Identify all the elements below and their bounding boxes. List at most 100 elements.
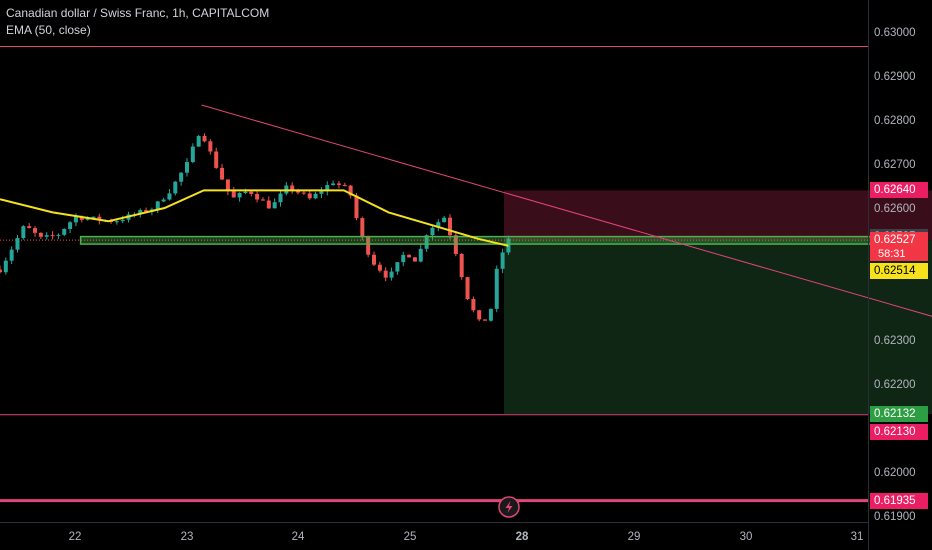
candle-body — [231, 191, 236, 198]
candle-body — [488, 308, 493, 321]
time-axis-tick: 30 — [740, 531, 753, 543]
price-badge-last: 0.62527 — [870, 232, 928, 249]
candle-body — [471, 298, 476, 311]
candle-body — [161, 199, 166, 202]
candle-body — [459, 253, 464, 278]
candle-body — [243, 191, 248, 194]
ema-50-line[interactable] — [0, 189, 509, 247]
candle-body — [465, 277, 470, 299]
candle-body — [266, 200, 271, 209]
lightning-icon[interactable] — [498, 496, 520, 518]
candle-body — [208, 141, 213, 152]
candle-body — [85, 218, 90, 220]
candle-body — [319, 191, 324, 194]
time-axis-tick: 23 — [181, 531, 194, 543]
symbol-title[interactable]: Canadian dollar / Swiss Franc, 1h, CAPIT… — [6, 6, 270, 20]
stop-loss-zone[interactable] — [503, 190, 932, 241]
candle-body — [184, 161, 189, 173]
candle-body — [307, 193, 312, 199]
take-profit-zone[interactable] — [503, 240, 932, 414]
candle-body — [342, 184, 347, 186]
indicator-label[interactable]: EMA (50, close) — [6, 23, 91, 37]
candle-body — [436, 222, 441, 228]
candle-body — [120, 219, 125, 222]
candle-body — [38, 232, 43, 237]
candle-body — [290, 185, 295, 190]
time-axis-tick: 28 — [516, 531, 529, 543]
candle-body — [407, 254, 412, 258]
candle-body — [73, 216, 78, 223]
candle-body — [220, 167, 225, 180]
candle-body — [144, 210, 149, 212]
candle-body — [483, 319, 488, 321]
price-axis-tick: 0.62600 — [874, 203, 916, 215]
price-axis-tick: 0.63000 — [874, 27, 916, 39]
candle-body — [21, 226, 26, 239]
candle-body — [167, 193, 172, 200]
candle-body — [325, 185, 330, 192]
time-axis-tick: 31 — [851, 531, 864, 543]
candle-body — [272, 202, 277, 209]
candle-body — [155, 201, 160, 210]
time-axis-tick: 22 — [69, 531, 82, 543]
candle-body — [225, 179, 230, 192]
price-badge-ema: 0.62514 — [870, 263, 928, 280]
candle-body — [301, 192, 306, 194]
candle-body — [27, 226, 32, 229]
candle-body — [56, 234, 61, 236]
candle-body — [179, 172, 184, 182]
candle-body — [214, 151, 219, 168]
candle-body — [418, 248, 423, 262]
time-axis-tick: 25 — [404, 531, 417, 543]
candle-body — [366, 237, 371, 255]
candle-body — [196, 136, 201, 147]
price-axis-tick: 0.61900 — [874, 511, 916, 523]
candle-body — [3, 260, 8, 273]
candle-body — [412, 257, 417, 262]
candle-body — [68, 222, 73, 229]
candle-body — [401, 254, 406, 263]
candle-body — [377, 264, 382, 271]
price-badge-stop: 0.62640 — [870, 182, 928, 199]
candle-body — [313, 193, 318, 199]
candle-body — [354, 195, 359, 219]
candle-body — [97, 216, 102, 221]
candle-body — [79, 216, 84, 220]
price-axis-tick: 0.62300 — [874, 335, 916, 347]
candle-body — [91, 216, 96, 219]
candle-body — [255, 193, 260, 200]
candle-body — [494, 268, 499, 309]
candle-body — [424, 235, 429, 249]
candle-body — [278, 193, 283, 203]
candle-body — [360, 218, 365, 238]
price-axis-tick: 0.62900 — [874, 71, 916, 83]
candle-body — [202, 136, 207, 142]
time-axis-tick: 24 — [292, 531, 305, 543]
candle-body — [383, 270, 388, 278]
price-axis-tick: 0.62000 — [874, 467, 916, 479]
candle-body — [138, 210, 143, 215]
candle-body — [190, 146, 195, 162]
descending-trendline[interactable] — [201, 104, 932, 364]
candle-body — [237, 193, 242, 198]
price-badge-target: 0.62132 — [870, 405, 928, 422]
candle-body — [0, 269, 2, 273]
bar-countdown: 58:31 — [870, 248, 928, 262]
candle-body — [33, 228, 38, 233]
candle-body — [348, 185, 353, 196]
candle-body — [447, 217, 452, 236]
candle-body — [9, 249, 14, 261]
price-badge-level: 0.62130 — [870, 423, 928, 440]
lightning-icon-bolt — [505, 501, 513, 513]
chart-legend: Canadian dollar / Swiss Franc, 1h, CAPIT… — [6, 5, 269, 39]
candle-body — [260, 199, 265, 201]
candle-body — [477, 310, 482, 320]
price-axis-tick: 0.62200 — [874, 379, 916, 391]
price-axis-tick: 0.62800 — [874, 115, 916, 127]
candle-body — [500, 252, 505, 269]
candle-body — [331, 183, 336, 186]
candle-body — [114, 221, 119, 223]
price-axis-tick: 0.62700 — [874, 159, 916, 171]
time-axis-tick: 29 — [628, 531, 641, 543]
